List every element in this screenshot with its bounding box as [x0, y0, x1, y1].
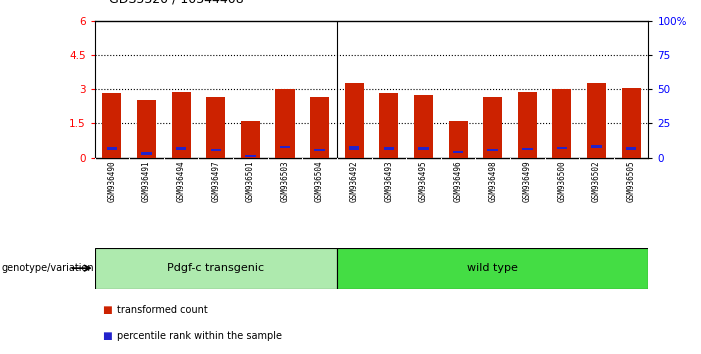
Text: GSM936494: GSM936494 — [177, 160, 186, 202]
Bar — [280, 146, 290, 148]
Bar — [383, 147, 394, 150]
Bar — [487, 149, 498, 151]
Text: GSM936498: GSM936498 — [488, 160, 497, 202]
Text: transformed count: transformed count — [117, 305, 207, 315]
Bar — [449, 121, 468, 158]
Text: GSM936500: GSM936500 — [557, 160, 566, 202]
Bar — [142, 152, 152, 155]
Bar — [345, 82, 364, 158]
Text: GSM936502: GSM936502 — [592, 160, 601, 202]
Bar — [314, 149, 325, 151]
Bar — [591, 145, 601, 148]
Bar — [552, 89, 571, 158]
Bar — [137, 99, 156, 158]
Bar — [414, 95, 433, 158]
Text: Pdgf-c transgenic: Pdgf-c transgenic — [168, 263, 264, 273]
Text: GSM936504: GSM936504 — [315, 160, 324, 202]
Text: GSM936493: GSM936493 — [384, 160, 393, 202]
Bar — [241, 121, 260, 158]
Bar — [453, 151, 463, 153]
Bar — [310, 97, 329, 158]
Text: GSM936491: GSM936491 — [142, 160, 151, 202]
Bar — [95, 248, 337, 289]
Bar — [102, 93, 121, 158]
Bar — [275, 89, 294, 158]
Bar — [210, 149, 221, 151]
Bar — [337, 248, 648, 289]
Text: ■: ■ — [102, 305, 111, 315]
Bar — [518, 92, 537, 158]
Bar — [626, 147, 637, 150]
Text: GSM936501: GSM936501 — [246, 160, 255, 202]
Bar — [379, 93, 398, 158]
Text: genotype/variation: genotype/variation — [1, 263, 94, 273]
Bar — [172, 92, 191, 158]
Bar — [107, 147, 117, 150]
Bar — [206, 97, 225, 158]
Bar — [622, 88, 641, 158]
Text: GSM936497: GSM936497 — [211, 160, 220, 202]
Text: GSM936495: GSM936495 — [419, 160, 428, 202]
Text: GSM936492: GSM936492 — [350, 160, 359, 202]
Bar — [176, 147, 186, 150]
Bar — [483, 97, 502, 158]
Bar — [522, 148, 533, 150]
Text: GDS5320 / 10344408: GDS5320 / 10344408 — [109, 0, 243, 5]
Text: GSM936496: GSM936496 — [454, 160, 463, 202]
Text: GSM936505: GSM936505 — [627, 160, 636, 202]
Bar — [418, 147, 429, 150]
Bar — [245, 155, 256, 156]
Text: GSM936499: GSM936499 — [523, 160, 532, 202]
Text: percentile rank within the sample: percentile rank within the sample — [117, 331, 282, 341]
Text: GSM936503: GSM936503 — [280, 160, 290, 202]
Bar — [587, 82, 606, 158]
Bar — [557, 147, 567, 149]
Bar — [349, 146, 360, 150]
Text: wild type: wild type — [468, 263, 518, 273]
Text: GSM936490: GSM936490 — [107, 160, 116, 202]
Text: ■: ■ — [102, 331, 111, 341]
